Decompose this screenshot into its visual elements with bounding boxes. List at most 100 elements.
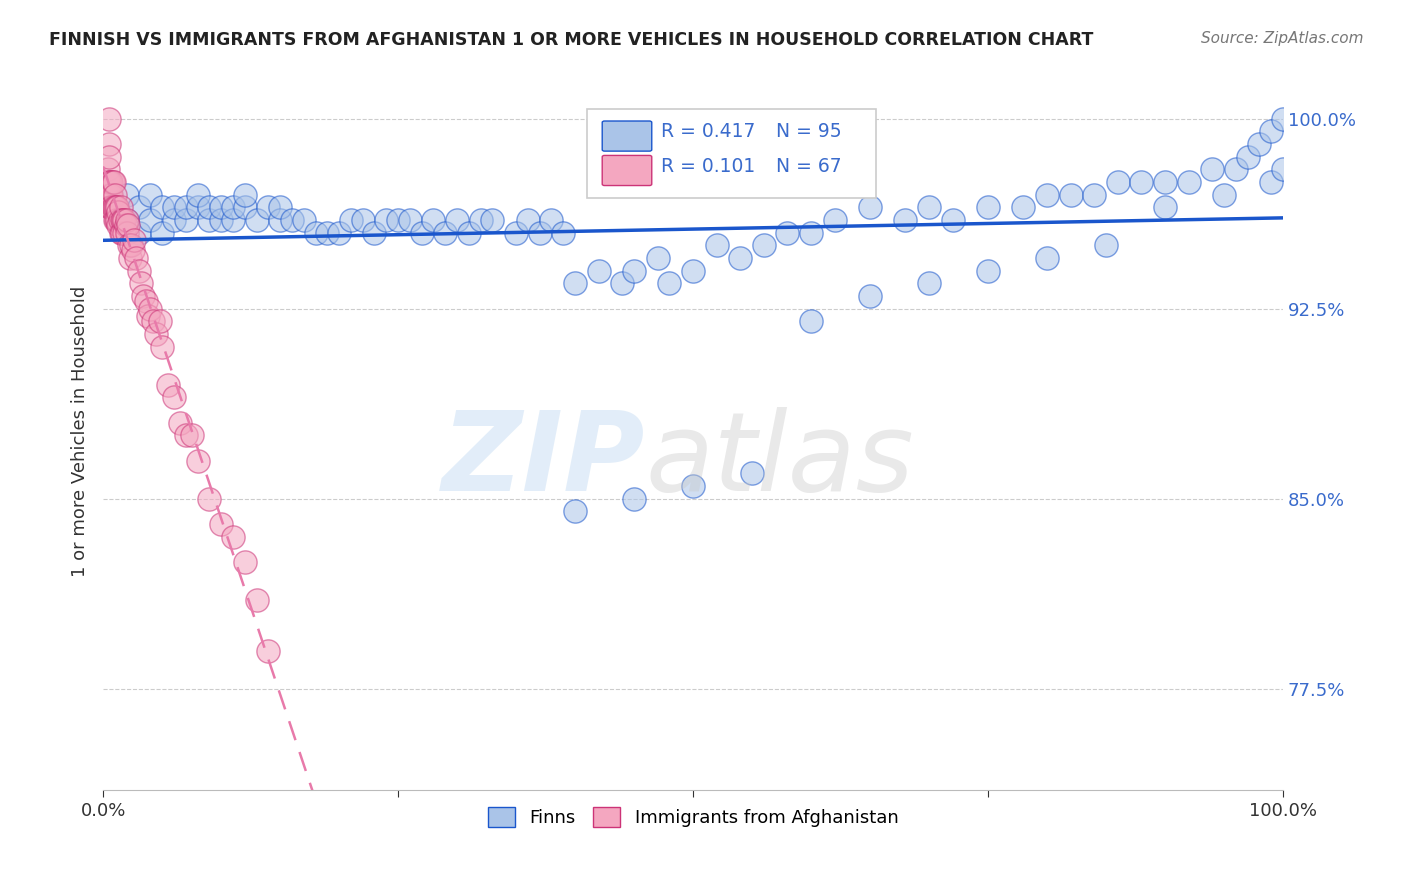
Point bbox=[101, 175, 124, 189]
Point bbox=[104, 213, 127, 227]
Point bbox=[658, 277, 681, 291]
Point bbox=[540, 213, 562, 227]
Point bbox=[588, 263, 610, 277]
Point bbox=[115, 213, 138, 227]
Point bbox=[1236, 150, 1258, 164]
FancyBboxPatch shape bbox=[602, 121, 652, 151]
Point bbox=[564, 277, 586, 291]
Point bbox=[110, 200, 132, 214]
Point bbox=[1036, 251, 1059, 265]
Point bbox=[198, 491, 221, 506]
Point bbox=[129, 277, 152, 291]
Point bbox=[100, 200, 122, 214]
Point bbox=[139, 213, 162, 227]
Point bbox=[1272, 112, 1295, 126]
Point bbox=[434, 226, 457, 240]
Point bbox=[100, 187, 122, 202]
Point bbox=[1177, 175, 1199, 189]
Point bbox=[292, 213, 315, 227]
Point bbox=[112, 213, 135, 227]
Point bbox=[411, 226, 433, 240]
Text: R = 0.417: R = 0.417 bbox=[661, 122, 755, 141]
Point bbox=[1095, 238, 1118, 252]
Point bbox=[800, 314, 823, 328]
Point bbox=[1036, 187, 1059, 202]
Point bbox=[776, 226, 799, 240]
Point bbox=[157, 377, 180, 392]
Point bbox=[470, 213, 492, 227]
Text: FINNISH VS IMMIGRANTS FROM AFGHANISTAN 1 OR MORE VEHICLES IN HOUSEHOLD CORRELATI: FINNISH VS IMMIGRANTS FROM AFGHANISTAN 1… bbox=[49, 31, 1094, 49]
Point bbox=[222, 530, 245, 544]
Point bbox=[399, 213, 422, 227]
Point bbox=[375, 213, 398, 227]
Point bbox=[800, 226, 823, 240]
Point bbox=[139, 301, 162, 316]
Point bbox=[186, 187, 208, 202]
Point bbox=[1107, 175, 1129, 189]
Point bbox=[1201, 162, 1223, 177]
Point bbox=[105, 200, 128, 214]
Point bbox=[481, 213, 503, 227]
Point bbox=[741, 467, 763, 481]
Point bbox=[117, 218, 139, 232]
Point bbox=[98, 175, 121, 189]
Point bbox=[180, 428, 202, 442]
Point bbox=[257, 643, 280, 657]
Y-axis label: 1 or more Vehicles in Household: 1 or more Vehicles in Household bbox=[72, 285, 89, 577]
Point bbox=[824, 213, 846, 227]
Point bbox=[112, 226, 135, 240]
Point bbox=[98, 136, 121, 151]
Point bbox=[918, 200, 941, 214]
Point bbox=[128, 226, 150, 240]
Point bbox=[222, 213, 245, 227]
Point bbox=[942, 213, 965, 227]
Point bbox=[98, 187, 121, 202]
Point bbox=[446, 213, 468, 227]
Point bbox=[98, 200, 121, 214]
Point bbox=[245, 213, 267, 227]
Point bbox=[623, 263, 645, 277]
Point bbox=[136, 309, 159, 323]
Point bbox=[103, 175, 125, 189]
Point bbox=[728, 251, 751, 265]
Point bbox=[1012, 200, 1035, 214]
Point bbox=[108, 213, 131, 227]
Point bbox=[120, 238, 142, 252]
Point bbox=[363, 226, 385, 240]
Point bbox=[98, 150, 121, 164]
Point bbox=[352, 213, 374, 227]
Point bbox=[328, 226, 350, 240]
Point bbox=[115, 226, 138, 240]
Point bbox=[623, 491, 645, 506]
Point bbox=[120, 251, 142, 265]
Point bbox=[269, 200, 291, 214]
Legend: Finns, Immigrants from Afghanistan: Finns, Immigrants from Afghanistan bbox=[481, 799, 905, 835]
Point bbox=[752, 238, 775, 252]
Point bbox=[647, 251, 669, 265]
Point bbox=[1083, 187, 1105, 202]
Point bbox=[163, 200, 186, 214]
Point bbox=[97, 175, 120, 189]
Point bbox=[174, 200, 197, 214]
Point bbox=[97, 187, 120, 202]
Point bbox=[304, 226, 326, 240]
Point bbox=[186, 453, 208, 467]
Point bbox=[340, 213, 363, 227]
Point bbox=[149, 314, 172, 328]
Point bbox=[104, 200, 127, 214]
Point bbox=[977, 263, 1000, 277]
Text: ZIP: ZIP bbox=[443, 407, 645, 514]
Point bbox=[1213, 187, 1236, 202]
Point bbox=[859, 200, 882, 214]
Point bbox=[98, 112, 121, 126]
FancyBboxPatch shape bbox=[602, 155, 652, 186]
Point bbox=[222, 200, 245, 214]
Point bbox=[1260, 175, 1282, 189]
Point bbox=[281, 213, 304, 227]
Point bbox=[128, 263, 150, 277]
Text: R = 0.101: R = 0.101 bbox=[661, 157, 755, 176]
Point bbox=[118, 238, 141, 252]
Point bbox=[198, 213, 221, 227]
Point bbox=[706, 238, 728, 252]
Point bbox=[163, 390, 186, 404]
